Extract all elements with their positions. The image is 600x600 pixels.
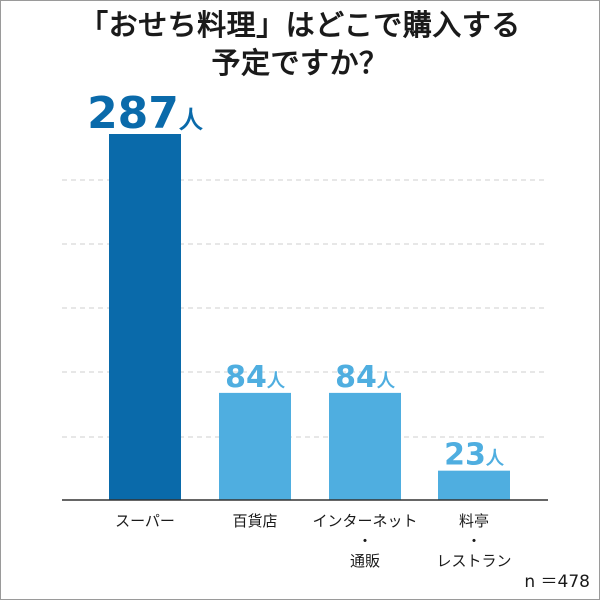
bar-value-label: 23人: [444, 438, 505, 473]
category-label: ・: [357, 532, 372, 550]
category-label: ・: [466, 532, 481, 550]
chart-title-line-1: 「おせち料理」はどこで購入する: [79, 8, 521, 42]
bar: [438, 470, 510, 500]
category-label: インターネット: [312, 512, 417, 530]
bar: [219, 392, 291, 500]
category-label: スーパー: [115, 512, 175, 530]
bar: [329, 392, 401, 500]
category-label: 百貨店: [232, 512, 277, 530]
bar-value-label: 84人: [335, 360, 396, 395]
bar-value-label: 84人: [225, 360, 286, 395]
category-label: 通販: [350, 552, 380, 570]
sample-size-note: n ＝478: [524, 572, 590, 592]
bar-value-label: 287人: [87, 88, 203, 139]
chart-title-line-2: 予定ですか？: [211, 46, 389, 80]
chart-title: 「おせち料理」はどこで購入する 予定ですか？: [0, 6, 600, 82]
bar: [109, 134, 181, 500]
category-label: レストラン: [436, 552, 511, 570]
category-label: 料亭: [459, 512, 489, 530]
